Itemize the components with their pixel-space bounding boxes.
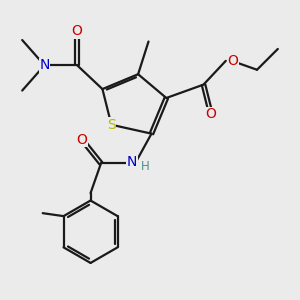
Text: O: O [72,24,83,38]
Text: O: O [206,107,216,121]
Text: O: O [76,133,87,147]
Text: S: S [107,118,116,132]
Text: H: H [141,160,150,173]
Text: O: O [227,54,238,68]
Text: N: N [39,58,50,72]
Text: N: N [127,155,137,169]
